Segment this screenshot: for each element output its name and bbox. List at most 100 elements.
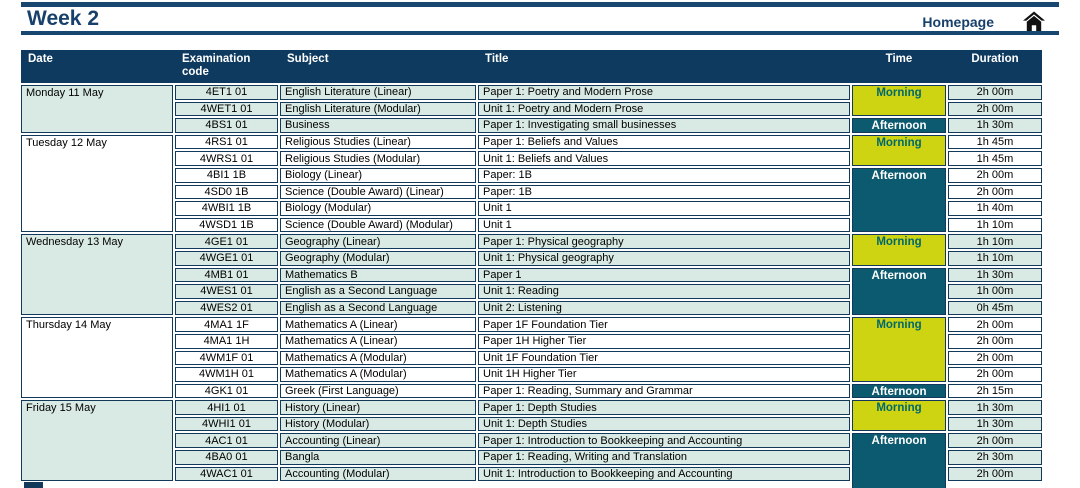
column-header-time: Time <box>885 53 913 65</box>
duration-cell: 1h 30m <box>948 416 1042 432</box>
exam-code-cell: 4WBI1 1B <box>175 201 278 216</box>
time-session-cell: Afternoon <box>852 118 946 133</box>
home-icon[interactable] <box>1022 11 1046 32</box>
title-cell: Paper 1: Investigating small businesses <box>478 118 850 133</box>
subject-cell: History (Linear) <box>280 400 476 415</box>
exam-code-cell: 4MA1 1F <box>175 317 278 332</box>
subject-cell: Biology (Modular) <box>280 201 476 216</box>
homepage-link-label[interactable]: Homepage <box>922 13 994 30</box>
title-cell: Unit 2: Listening <box>478 300 850 316</box>
subject-cell: English as a Second Language <box>280 284 476 299</box>
time-session-cell: Morning <box>852 400 946 432</box>
exam-code-cell: 4WHI1 01 <box>175 416 278 432</box>
subject-cell: Religious Studies (Linear) <box>280 134 476 150</box>
duration-cell: 1h 45m <box>948 151 1042 166</box>
subject-cell: Mathematics A (Modular) <box>280 367 476 382</box>
exam-code-cell: 4WET1 01 <box>175 101 278 117</box>
title-cell: Paper 1 <box>478 267 850 283</box>
title-cell: Unit 1 <box>478 201 850 216</box>
subject-cell: Mathematics B <box>280 267 476 283</box>
exam-code-cell: 4AC1 01 <box>175 433 278 449</box>
subject-cell: English Literature (Modular) <box>280 101 476 117</box>
duration-cell: 1h 10m <box>948 250 1042 266</box>
column-header-subject: Subject <box>287 53 329 65</box>
time-session-cell: Afternoon <box>852 267 946 316</box>
duration-cell: 2h 00m <box>948 317 1042 332</box>
exam-code-cell: 4RS1 01 <box>175 134 278 150</box>
subject-cell: History (Modular) <box>280 416 476 432</box>
duration-cell: 2h 00m <box>948 184 1042 200</box>
time-session-cell: Afternoon <box>852 433 946 488</box>
exam-code-cell: 4WES2 01 <box>175 300 278 316</box>
exam-code-cell: 4WSD1 1B <box>175 217 278 233</box>
page-title: Week 2 <box>27 7 99 30</box>
title-cell: Paper 1: Depth Studies <box>478 400 850 415</box>
title-cell: Paper: 1B <box>478 184 850 200</box>
date-cell: Friday 15 May <box>21 400 173 482</box>
time-session-cell: Afternoon <box>852 167 946 233</box>
title-cell: Paper 1: Reading, Writing and Translatio… <box>478 450 850 465</box>
column-header-duration: Duration <box>971 53 1019 65</box>
subject-cell: Biology (Linear) <box>280 167 476 183</box>
duration-cell: 2h 00m <box>948 167 1042 183</box>
subject-cell: Religious Studies (Modular) <box>280 151 476 166</box>
time-session-cell: Morning <box>852 317 946 382</box>
title-cell: Paper 1: Beliefs and Values <box>478 134 850 150</box>
exam-code-cell: 4HI1 01 <box>175 400 278 415</box>
duration-cell: 2h 00m <box>948 101 1042 117</box>
duration-cell: 0h 45m <box>948 300 1042 316</box>
subject-cell: Business <box>280 118 476 133</box>
subject-cell: English as a Second Language <box>280 300 476 316</box>
subject-cell: Mathematics A (Linear) <box>280 317 476 332</box>
duration-cell: 1h 40m <box>948 201 1042 216</box>
duration-cell: 1h 10m <box>948 217 1042 233</box>
exam-code-cell: 4WES1 01 <box>175 284 278 299</box>
column-header-examination-code: Examination code <box>182 53 251 78</box>
duration-cell: 2h 00m <box>948 466 1042 482</box>
subject-cell: Mathematics A (Linear) <box>280 333 476 349</box>
duration-cell: 1h 00m <box>948 284 1042 299</box>
exam-code-cell: 4WAC1 01 <box>175 466 278 482</box>
date-cell: Monday 11 May <box>21 85 173 133</box>
duration-cell: 1h 30m <box>948 118 1042 133</box>
subject-cell: Mathematics A (Modular) <box>280 350 476 366</box>
subject-cell: Accounting (Modular) <box>280 466 476 482</box>
exam-code-cell: 4WRS1 01 <box>175 151 278 166</box>
table-header: Date Examination code Subject Title Time… <box>21 50 1042 83</box>
title-cell: Unit 1 <box>478 217 850 233</box>
homepage-link[interactable]: Homepage <box>922 11 1046 32</box>
exam-code-cell: 4WGE1 01 <box>175 250 278 266</box>
subject-cell: Greek (First Language) <box>280 383 476 399</box>
column-header-title: Title <box>485 53 509 65</box>
exam-code-cell: 4MB1 01 <box>175 267 278 283</box>
top-divider <box>21 2 1059 7</box>
duration-cell: 1h 30m <box>948 267 1042 283</box>
duration-cell: 2h 00m <box>948 350 1042 366</box>
date-cell: Thursday 14 May <box>21 317 173 399</box>
title-cell: Unit 1: Introduction to Bookkeeping and … <box>478 466 850 482</box>
title-cell: Unit 1: Depth Studies <box>478 416 850 432</box>
subject-cell: Science (Double Award) (Linear) <box>280 184 476 200</box>
duration-cell: 2h 00m <box>948 333 1042 349</box>
subject-cell: English Literature (Linear) <box>280 85 476 100</box>
title-cell: Unit 1H Higher Tier <box>478 367 850 382</box>
duration-cell: 1h 45m <box>948 134 1042 150</box>
title-cell: Unit 1F Foundation Tier <box>478 350 850 366</box>
date-cell: Tuesday 12 May <box>21 134 173 233</box>
exam-code-cell: 4GK1 01 <box>175 383 278 399</box>
time-session-cell: Morning <box>852 234 946 266</box>
date-cell: Wednesday 13 May <box>21 234 173 316</box>
duration-cell: 2h 30m <box>948 450 1042 465</box>
exam-code-cell: 4WM1F 01 <box>175 350 278 366</box>
duration-cell: 2h 00m <box>948 433 1042 449</box>
subject-cell: Geography (Modular) <box>280 250 476 266</box>
title-divider <box>21 31 1059 35</box>
exam-code-cell: 4WM1H 01 <box>175 367 278 382</box>
time-session-cell: Morning <box>852 85 946 117</box>
column-header-date: Date <box>28 53 53 65</box>
title-cell: Paper 1: Reading, Summary and Grammar <box>478 383 850 399</box>
exam-code-cell: 4ET1 01 <box>175 85 278 100</box>
subject-cell: Geography (Linear) <box>280 234 476 249</box>
exam-code-cell: 4BI1 1B <box>175 167 278 183</box>
